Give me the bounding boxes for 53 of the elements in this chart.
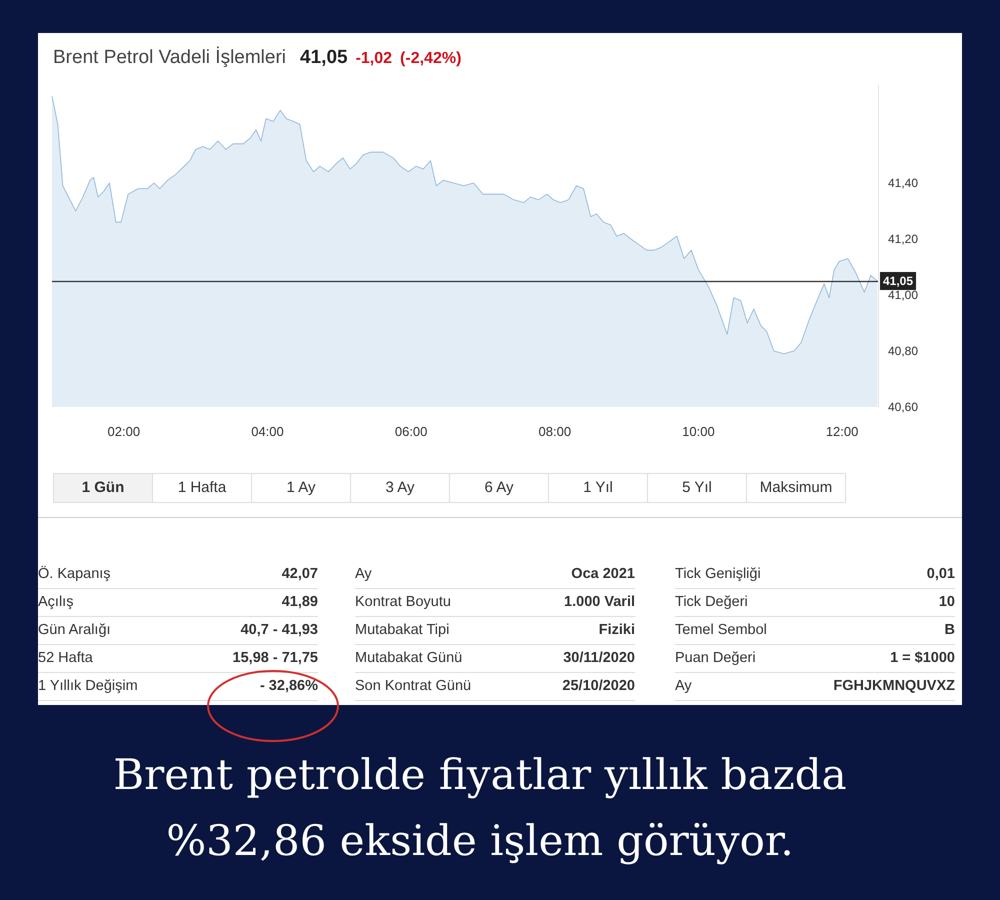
text: 41,89 <box>282 593 318 612</box>
y-tick-label: 41,40 <box>888 176 918 190</box>
text: Tick Genişliği <box>675 565 761 584</box>
text: 30/11/2020 <box>563 649 635 668</box>
text: 10 <box>938 593 955 612</box>
text: Kontrat Boyutu <box>355 593 451 612</box>
text: Brent petrolde fiyatlar yıllık bazda %32,86 ekside işlem görüyor. <box>112 749 848 867</box>
text: 25/10/2020 <box>562 677 635 696</box>
text: 0,01 <box>926 565 955 584</box>
text: 1 Ay <box>251 474 350 502</box>
text: Mutabakat Günü <box>355 649 462 668</box>
text: 52 Hafta <box>38 649 93 668</box>
text: 15,98 - 71,75 <box>232 649 318 668</box>
text: 1 Yıllık Değişim <box>38 677 138 696</box>
y-tick-label: 40,80 <box>888 344 918 358</box>
x-tick-label: 12:00 <box>826 424 858 439</box>
ref-line-label: 41,05 <box>883 274 914 288</box>
text: 6 Ay <box>449 474 548 502</box>
text: 1.000 Varil <box>564 593 635 612</box>
text: Tick Değeri <box>675 593 748 612</box>
text: Gün Aralığı <box>38 621 111 640</box>
x-tick-label: 10:00 <box>682 424 715 439</box>
y-tick-label: 40,60 <box>888 400 918 414</box>
text: 42,07 <box>282 565 318 584</box>
text: Temel Sembol <box>675 621 767 640</box>
text: 1 Yıl <box>548 474 647 502</box>
y-tick-label: 41,00 <box>888 288 918 302</box>
text: Puan Değeri <box>675 649 756 668</box>
text: 3 Ay <box>350 474 449 502</box>
x-tick-label: 02:00 <box>108 424 140 439</box>
text: B <box>944 621 955 640</box>
text: Son Kontrat Günü <box>355 677 472 696</box>
chart-title: Brent Petrol Vadeli İşlemleri <box>53 47 286 68</box>
x-tick-label: 04:00 <box>251 424 284 439</box>
text: Oca 2021 <box>571 565 635 584</box>
text: 5 Yıl <box>647 474 746 502</box>
text: Açılış <box>38 593 74 612</box>
text: Maksimum <box>746 474 845 502</box>
text: 40,7 - 41,93 <box>240 621 318 640</box>
text: Ay <box>675 677 692 696</box>
text: FGHJKMNQUVXZ <box>833 677 955 696</box>
text: - 32,86% <box>260 677 318 696</box>
chart-subtitle: 41,05 -1,02 (-2,42%) <box>300 47 462 68</box>
text: 1 = $1000 <box>890 649 955 668</box>
x-tick-label: 08:00 <box>538 424 572 439</box>
text: Ay <box>355 565 372 584</box>
y-tick-label: 41,20 <box>888 232 918 246</box>
text: 1 Hafta <box>152 474 251 502</box>
text: 1 Gün <box>54 474 152 502</box>
text: Fiziki <box>598 621 635 640</box>
text: Ö. Kapanış <box>38 564 111 584</box>
text: Mutabakat Tipi <box>355 621 450 640</box>
x-tick-label: 06:00 <box>394 424 428 439</box>
